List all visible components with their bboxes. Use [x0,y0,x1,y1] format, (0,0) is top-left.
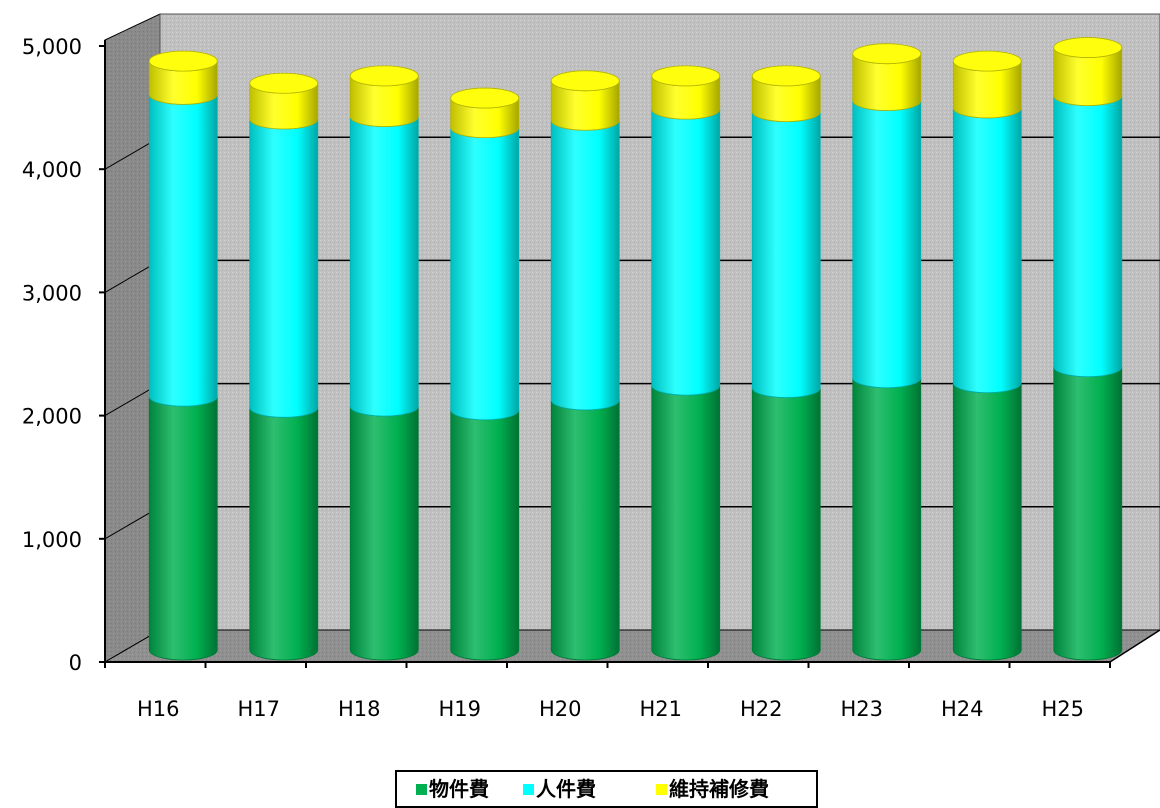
y-tick-label: 5,000 [22,35,82,59]
x-tick-label: H22 [740,697,783,721]
bar-stack [450,87,520,661]
bar-stack [651,65,721,661]
bar-segment [852,377,922,661]
bar-top-cap [1053,37,1123,58]
bar-top-cap [349,65,419,87]
bar-top-cap [450,87,520,109]
bar-stack [349,65,419,661]
x-tick-label: H17 [237,697,280,721]
bar-segment [751,111,821,398]
y-tick-labels: 0 1,000 2,000 3,000 4,000 5,000 [22,35,82,675]
x-tick-label: H24 [941,697,984,721]
bar-segment [651,385,721,661]
bar-stack [952,50,1022,661]
bar-segment [249,407,319,661]
x-axis [104,629,1160,668]
y-tick-label: 2,000 [22,405,82,429]
bar-stack [249,72,319,661]
bar-stack [550,70,620,661]
legend-label-2: 維持補修費 [669,777,769,801]
x-tick-label: H20 [539,697,582,721]
bar-segment [450,409,520,661]
legend-label-1: 人件費 [536,777,596,801]
y-tick-label: 4,000 [22,158,82,182]
y-tick-label: 0 [69,651,82,675]
x-tick-label: H16 [137,697,180,721]
bar-segment [952,107,1022,394]
bar-stack [148,50,218,661]
bar-segment [751,387,821,661]
legend-label-0: 物件費 [429,777,489,801]
bar-top-cap [751,65,821,87]
bar-segment [148,396,218,661]
bar-segment [249,118,319,418]
bar-segment [1053,95,1123,378]
legend-swatch-0 [416,784,427,795]
x-tick-label: H18 [338,697,381,721]
bar-segment [550,399,620,661]
x-tick-label: H21 [639,697,682,721]
bar-top-cap [148,50,218,72]
legend: 物件費 人件費 維持補修費 [395,770,818,808]
bar-segment [651,109,721,396]
legend-swatch-1 [523,784,534,795]
bar-top-cap [550,70,620,92]
y-tick-label: 3,000 [22,281,82,305]
bar-stack [852,43,922,661]
bar-segment [1053,366,1123,661]
bar-top-cap [852,43,922,65]
bar-series-group [148,37,1123,661]
x-tick-label: H23 [840,697,883,721]
x-tick-labels: H16 H17 H18 H19 H20 H21 H22 H23 H24 H25 [137,697,1084,721]
bar-top-cap [952,50,1022,72]
bar-segment [148,94,218,407]
bar-segment [450,127,520,421]
bar-stack [1053,37,1123,661]
legend-swatch-2 [656,784,667,795]
bar-stack [751,65,821,661]
y-axis [99,40,106,663]
bar-top-cap [249,72,319,94]
bar-segment [349,116,419,417]
bar-top-cap [651,65,721,87]
y-tick-label: 1,000 [22,528,82,552]
bar-segment [349,405,419,661]
legend-box [395,770,818,808]
bar-segment [550,120,620,411]
bar-segment [952,382,1022,661]
bar-segment [852,100,922,389]
x-tick-label: H19 [438,697,481,721]
x-tick-label: H25 [1041,697,1084,721]
